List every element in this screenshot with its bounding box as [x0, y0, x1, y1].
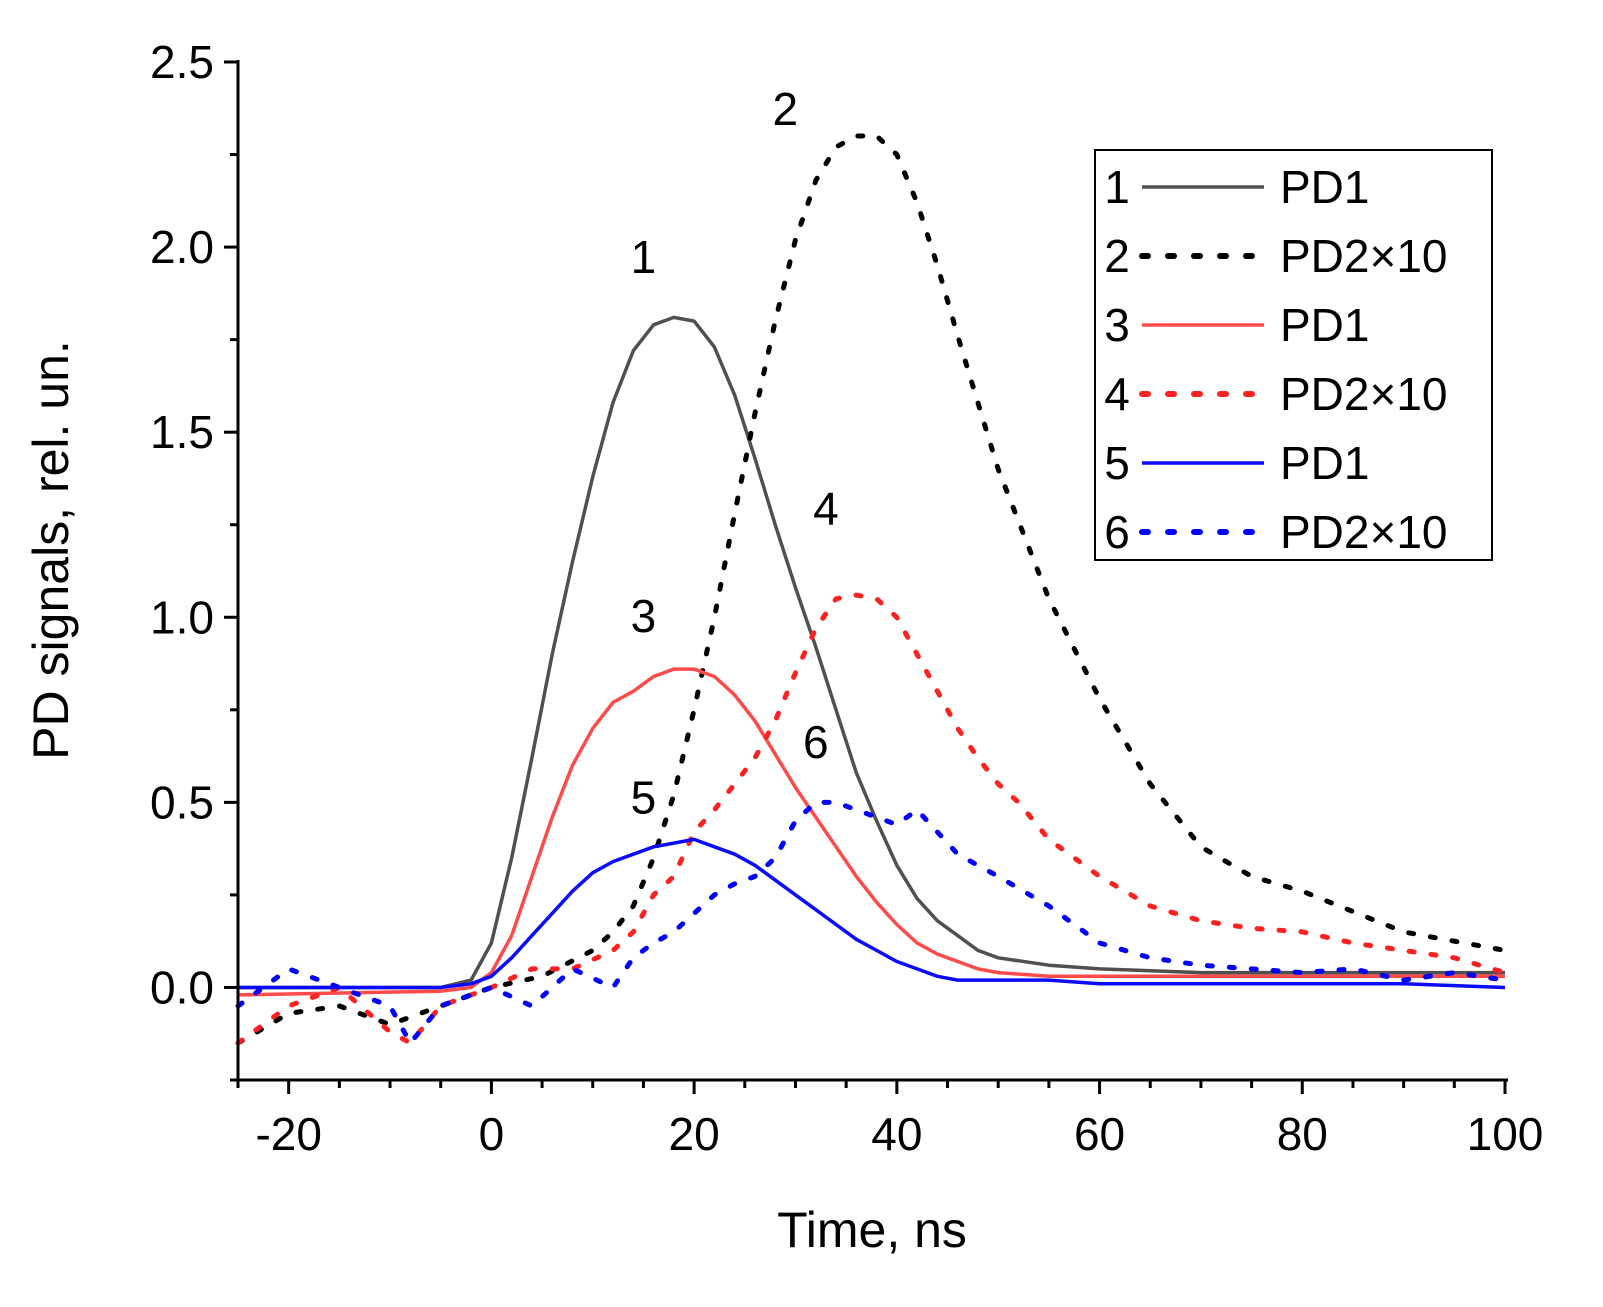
legend-label-1: PD1	[1280, 161, 1369, 213]
legend-label-3: PD1	[1280, 299, 1369, 351]
y-tick-label: 1.5	[150, 406, 214, 458]
x-tick-label: 40	[871, 1108, 922, 1160]
x-tick-label: 60	[1074, 1108, 1125, 1160]
y-tick-label: 1.0	[150, 591, 214, 643]
y-tick-label: 2.0	[150, 221, 214, 273]
curve-label-4: 4	[813, 483, 839, 535]
curves-group	[235, 133, 1508, 1046]
curve-label-6: 6	[803, 716, 829, 768]
curve-label-2: 2	[773, 83, 799, 135]
curve-labels-group: 1 2 3 4 5 6	[631, 83, 839, 824]
x-tick-label: 0	[479, 1108, 505, 1160]
series-line-5	[238, 837, 1506, 990]
series-line-3	[237, 667, 1505, 997]
x-tick-label: 80	[1277, 1108, 1328, 1160]
series-line-6	[235, 799, 1508, 1046]
axes-group	[236, 60, 1508, 1082]
y-tick-label: 0.0	[150, 961, 214, 1013]
curve-label-1: 1	[631, 231, 657, 283]
legend-number-1: 1	[1104, 161, 1130, 213]
legend: 1 PD1 2 PD2×10 3 PD1 4 PD2×10 5 PD1 6 PD2×10	[1094, 149, 1493, 561]
legend-label-6: PD2×10	[1280, 506, 1448, 558]
curve-label-3: 3	[631, 590, 657, 642]
legend-number-6: 6	[1104, 506, 1130, 558]
legend-number-4: 4	[1104, 368, 1130, 420]
ticks-group: -20 0 20 40 60 80 100 0.0 0.5 1.0 1.5 2.0 2.5	[150, 36, 1543, 1160]
y-tick-label: 0.5	[150, 776, 214, 828]
y-tick-label: 2.5	[150, 36, 214, 88]
x-axis-title: Time, ns	[777, 1202, 967, 1258]
legend-label-2: PD2×10	[1280, 230, 1448, 282]
legend-label-4: PD2×10	[1280, 368, 1448, 420]
legend-number-5: 5	[1104, 437, 1130, 489]
x-tick-label: -20	[255, 1108, 321, 1160]
x-tick-label: 20	[669, 1108, 720, 1160]
legend-number-2: 2	[1104, 230, 1130, 282]
curve-label-5: 5	[631, 771, 657, 823]
legend-box	[1094, 149, 1493, 561]
legend-label-5: PD1	[1280, 437, 1369, 489]
legend-number-3: 3	[1104, 299, 1130, 351]
series-line-4	[235, 592, 1508, 1046]
x-tick-label: 100	[1467, 1108, 1544, 1160]
y-axis-title: PD signals, rel. un.	[23, 340, 79, 760]
series-line-1	[238, 315, 1505, 990]
series-line-2	[235, 133, 1508, 1046]
